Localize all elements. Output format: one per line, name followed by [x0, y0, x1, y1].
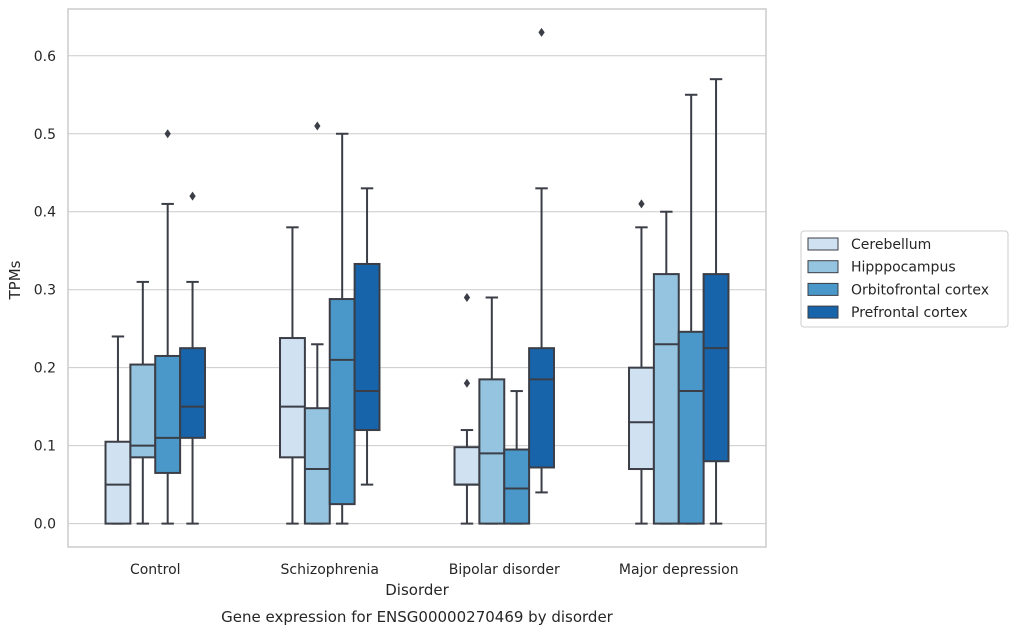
box-iqr — [154, 354, 182, 474]
outlier-point — [638, 199, 645, 209]
box-iqr — [702, 273, 730, 463]
y-tick-labels: 0.0 0.1 0.2 0.3 0.4 0.5 0.6 — [34, 49, 56, 533]
box-iqr — [129, 363, 157, 459]
box-1-4 — [179, 191, 206, 525]
outlier-point — [189, 191, 196, 201]
box-iqr — [104, 440, 132, 525]
legend-label: Prefrontal cortex — [851, 305, 968, 321]
box-3-1 — [453, 292, 481, 525]
y-tick-label: 0.6 — [34, 49, 56, 65]
box-iqr — [677, 330, 705, 525]
x-tick-labels: Control Schizophrenia Bipolar disorder Majo… — [130, 562, 739, 578]
plot-frame — [67, 8, 767, 548]
outlier-point — [463, 378, 471, 388]
y-tick-label: 0.4 — [34, 205, 56, 221]
y-tick-label: 0.3 — [34, 283, 56, 299]
legend: Cerebellum Hipppocampus Orbitofrontal cort… — [800, 230, 1009, 328]
y-axis-label: TPMs — [6, 260, 24, 300]
x-tick-label: Schizophrenia — [281, 562, 379, 578]
outlier-point — [538, 27, 545, 37]
box-iqr — [179, 347, 206, 439]
legend-swatch — [807, 237, 839, 251]
box-iqr — [478, 378, 506, 525]
box-3-2 — [478, 296, 506, 525]
box-iqr — [528, 347, 555, 469]
box-iqr — [279, 337, 306, 459]
box-4-3 — [677, 93, 705, 525]
box-2-2 — [303, 121, 331, 525]
box-3-4 — [528, 27, 555, 494]
outlier-point — [164, 129, 171, 139]
legend-label: Hipppocampus — [851, 260, 956, 276]
legend-frame — [800, 230, 1009, 328]
y-tick-label: 0.5 — [34, 127, 56, 143]
x-tick-label: Control — [130, 562, 181, 578]
y-tick-label: 0.1 — [34, 439, 56, 455]
box-4-1 — [628, 199, 655, 525]
box-1-3 — [154, 129, 182, 525]
box-iqr — [652, 273, 680, 525]
legend-swatch — [807, 305, 839, 319]
box-4-4 — [702, 78, 730, 525]
legend-swatch — [807, 260, 839, 274]
outlier-point — [463, 292, 471, 302]
box-iqr — [503, 448, 531, 525]
box-1-2 — [129, 280, 157, 525]
y-tick-label: 0.0 — [34, 517, 56, 533]
x-axis-label: Disorder — [385, 581, 449, 599]
y-tick-label: 0.2 — [34, 361, 56, 377]
box-iqr — [453, 446, 481, 486]
x-tick-label: Major depression — [619, 562, 739, 578]
box-iqr — [328, 298, 356, 506]
box-2-3 — [328, 132, 356, 525]
box-3-3 — [503, 390, 531, 525]
outlier-point — [314, 121, 321, 131]
legend-swatch — [807, 282, 839, 296]
box-2-4 — [353, 187, 381, 486]
box-4-2 — [652, 210, 680, 525]
box-iqr — [628, 366, 655, 471]
box-2-1 — [279, 226, 306, 525]
box-1-1 — [104, 335, 132, 525]
x-tick-label: Bipolar disorder — [449, 562, 560, 578]
box-iqr — [303, 407, 331, 525]
legend-label: Orbitofrontal cortex — [851, 282, 989, 298]
chart-caption: Gene expression for ENSG00000270469 by d… — [221, 608, 614, 626]
box-iqr — [353, 262, 381, 432]
legend-label: Cerebellum — [851, 237, 931, 253]
box-groups — [104, 27, 730, 525]
